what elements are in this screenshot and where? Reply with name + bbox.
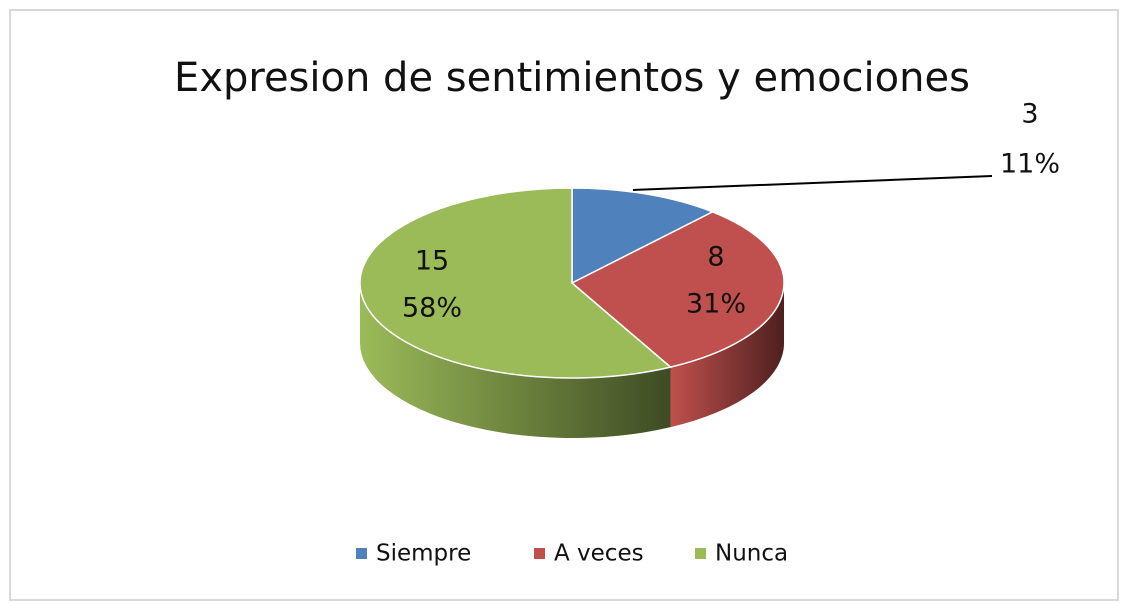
slice-side-shade [359, 283, 671, 438]
legend-swatch [356, 548, 367, 559]
data-label-percent: 31% [686, 289, 746, 320]
data-label-value: 3 [1021, 99, 1038, 130]
legend-label: Siempre [376, 541, 471, 567]
slice-top [571, 187, 715, 285]
slice [571, 187, 715, 285]
slice [570, 211, 785, 428]
legend-label: Nunca [715, 541, 788, 567]
leader-line [632, 175, 993, 191]
legend-swatch [534, 548, 545, 559]
slice-top [359, 187, 673, 379]
data-label-percent: 58% [402, 293, 462, 324]
legend-label: A veces [554, 541, 644, 567]
slice-side-shade [670, 283, 784, 428]
slice-top [570, 211, 785, 368]
legend-swatch [695, 548, 706, 559]
chart-title: Expresion de sentimientos y emociones [174, 55, 970, 101]
data-label-value: 8 [707, 242, 724, 273]
data-label-percent: 11% [1000, 149, 1060, 180]
data-label-value: 15 [415, 246, 449, 277]
slice [359, 187, 673, 438]
